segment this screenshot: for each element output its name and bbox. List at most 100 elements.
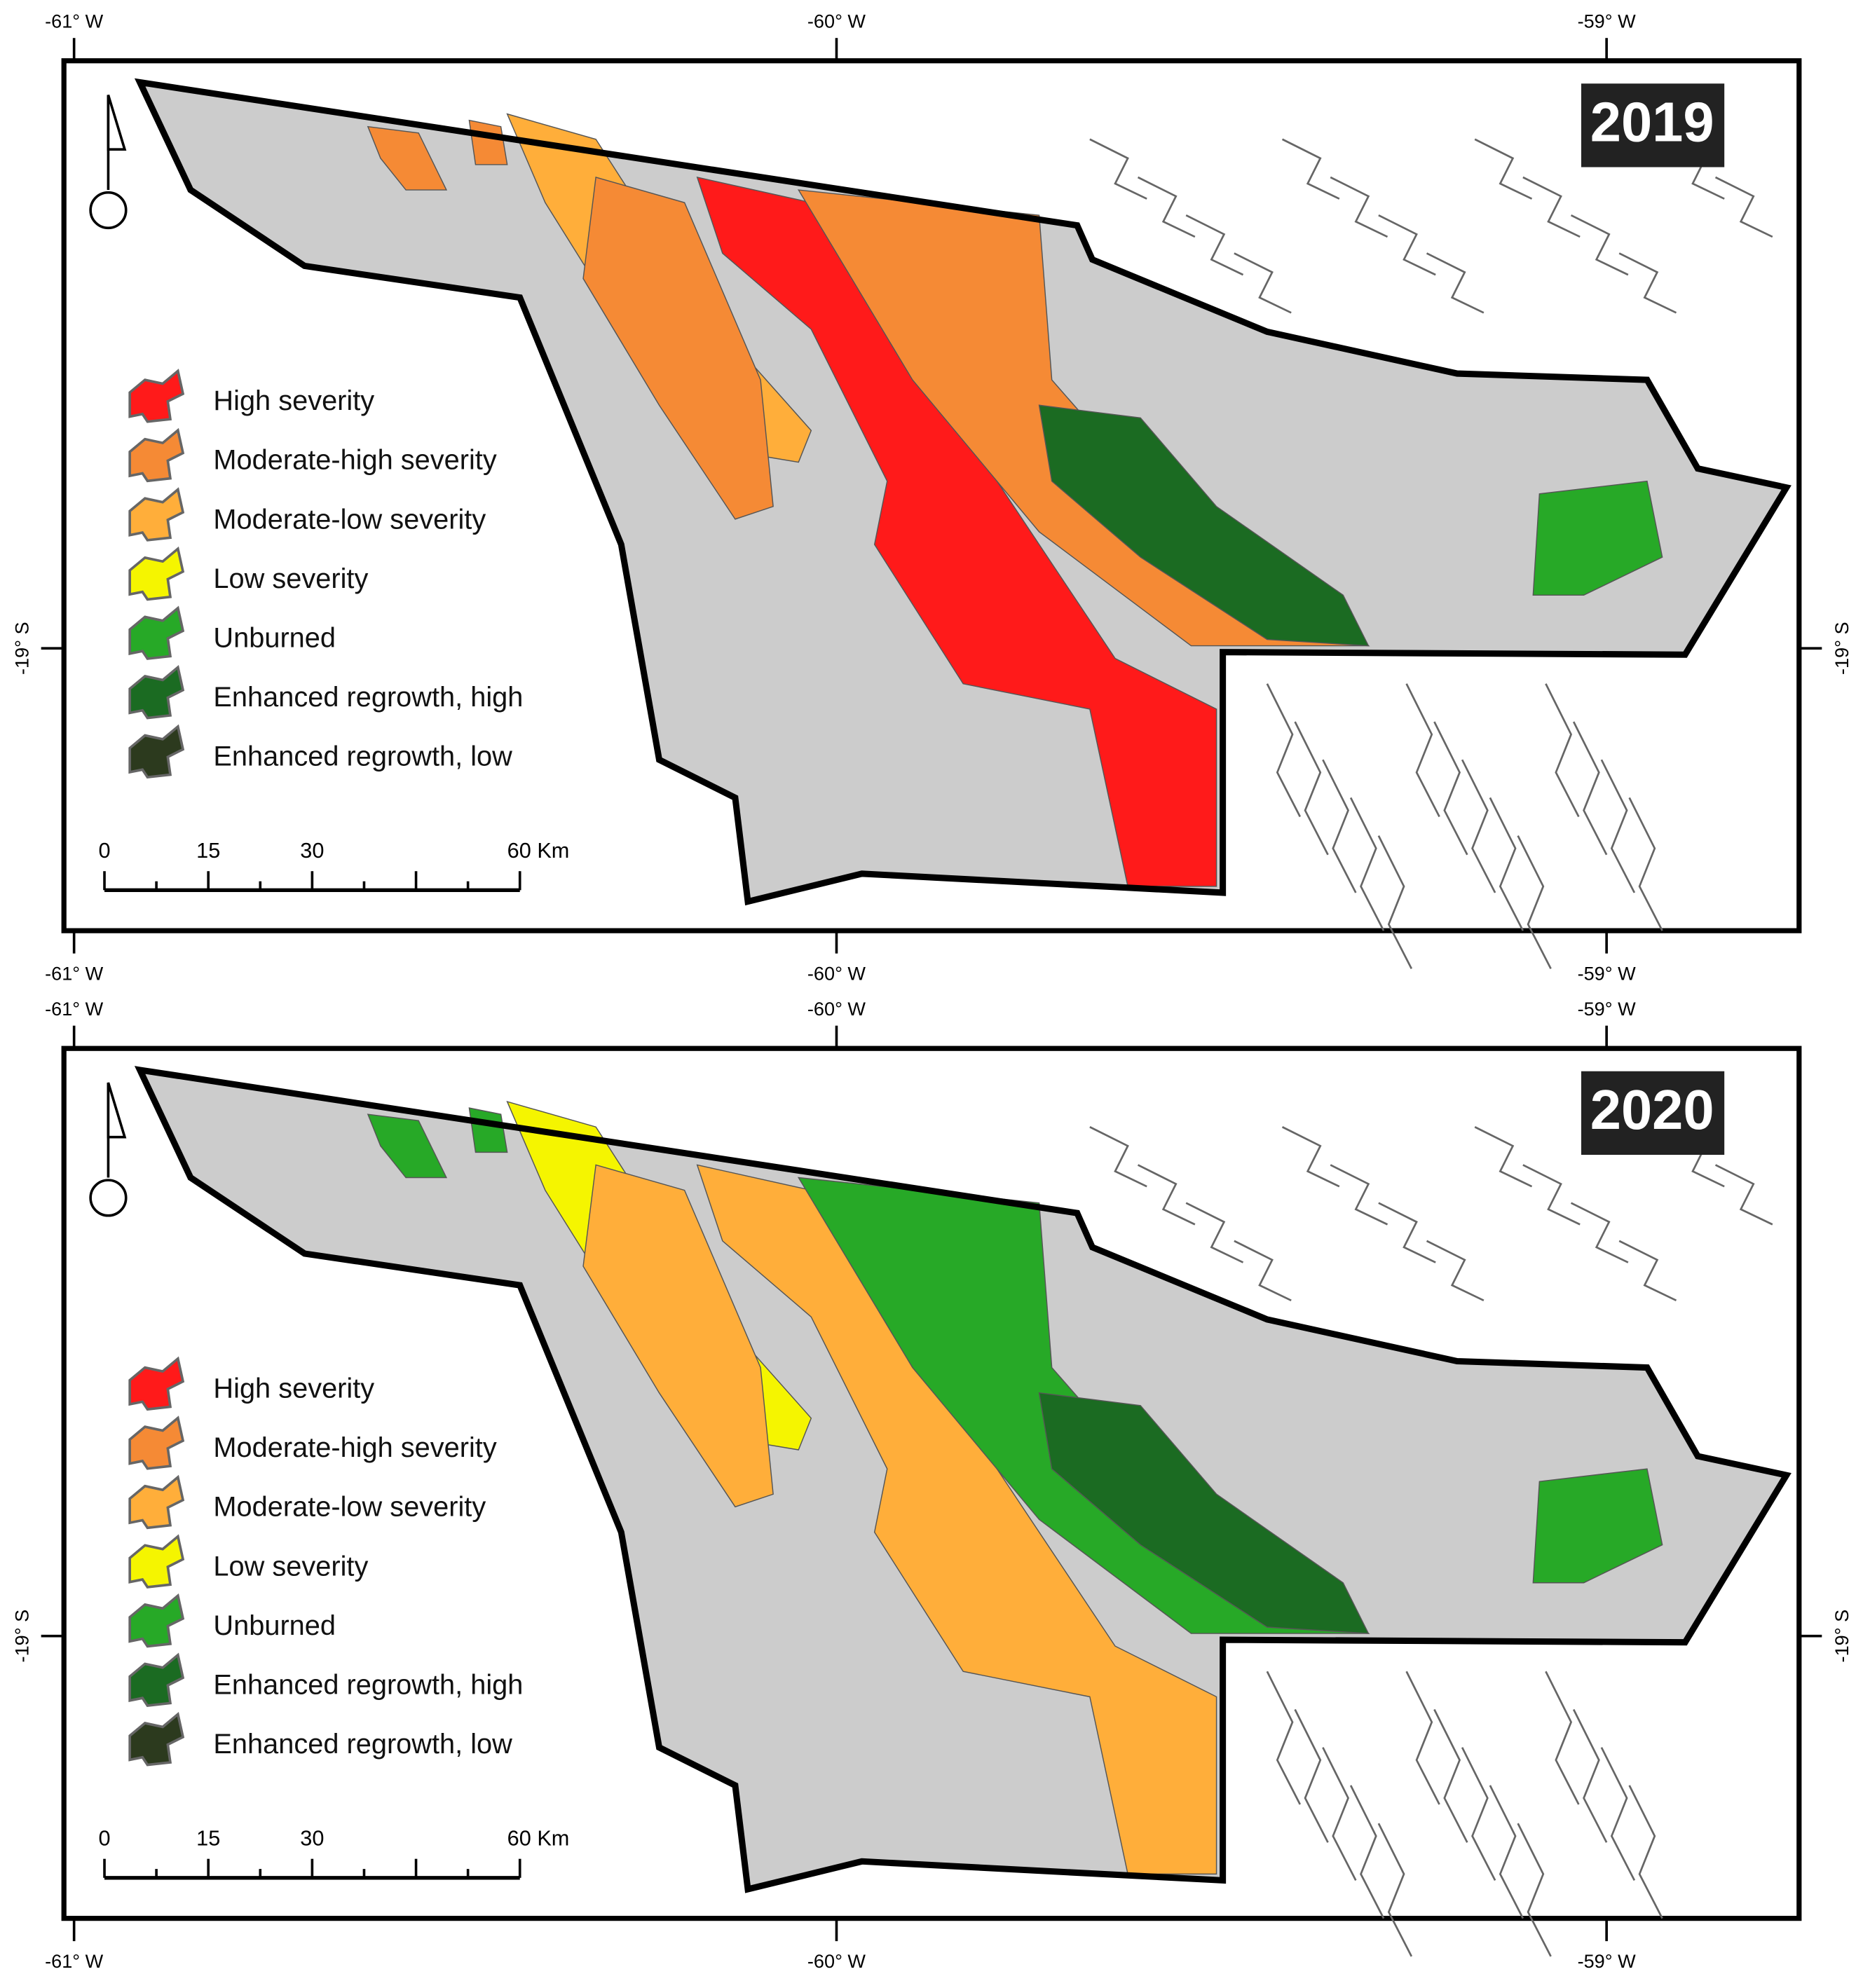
scale-label: 60 Km bbox=[507, 838, 570, 863]
lon-label: -60° W bbox=[807, 11, 866, 32]
river-outline bbox=[1294, 721, 1329, 856]
river-outline bbox=[1714, 176, 1773, 238]
river-outline bbox=[1489, 797, 1524, 931]
river-outline bbox=[1349, 797, 1385, 931]
legend-swatch bbox=[128, 605, 185, 660]
lon-label: -59° W bbox=[1578, 963, 1637, 985]
river-outline bbox=[1294, 1708, 1329, 1843]
river-outline bbox=[1378, 214, 1436, 276]
lon-label: -59° W bbox=[1578, 998, 1637, 1020]
burn-patch bbox=[582, 177, 774, 520]
river-outline bbox=[1545, 683, 1580, 818]
map-panel: 2019 High severity Moderate-high severity M… bbox=[11, 11, 1853, 985]
river-outline bbox=[1600, 1747, 1636, 1881]
river-outline bbox=[1572, 1708, 1608, 1843]
lon-label: -59° W bbox=[1578, 11, 1637, 32]
legend-swatch bbox=[128, 1474, 185, 1530]
legend-label: Moderate-high severity bbox=[213, 445, 496, 476]
legend-swatch bbox=[128, 1534, 185, 1589]
burn-patch bbox=[582, 1164, 774, 1508]
burn-patch bbox=[367, 125, 448, 191]
river-outline bbox=[1266, 1671, 1302, 1805]
river-outline bbox=[1378, 1202, 1436, 1263]
river-outline bbox=[1600, 759, 1636, 893]
lon-label: -59° W bbox=[1578, 1950, 1637, 1972]
burn-patch bbox=[1038, 1392, 1370, 1634]
river-outline bbox=[1522, 176, 1581, 238]
burn-patch bbox=[367, 1113, 448, 1179]
legend-swatch bbox=[128, 369, 185, 423]
river-outline bbox=[1433, 721, 1468, 856]
burn-patch bbox=[1532, 1468, 1663, 1584]
lon-label: -61° W bbox=[45, 963, 104, 985]
river-outline bbox=[1426, 252, 1485, 314]
lat-label: -19° S bbox=[1831, 622, 1852, 675]
river-outline bbox=[1330, 1164, 1388, 1226]
legend-label: Enhanced regrowth, high bbox=[213, 1669, 523, 1700]
lat-label: -19° S bbox=[1831, 1610, 1852, 1663]
river-outline bbox=[1474, 1126, 1533, 1188]
river-outline bbox=[1322, 759, 1357, 893]
river-outline bbox=[1322, 1747, 1357, 1881]
legend-swatch bbox=[128, 1593, 185, 1648]
scale-label: 15 bbox=[196, 1826, 220, 1851]
river-outline bbox=[1089, 1126, 1147, 1188]
river-outline bbox=[1618, 252, 1677, 314]
river-outline bbox=[1628, 797, 1663, 931]
north-arrow bbox=[107, 1082, 127, 1139]
river-outline bbox=[1266, 683, 1302, 818]
legend-swatch bbox=[128, 427, 185, 483]
river-outline bbox=[1461, 1747, 1496, 1881]
north-arrow bbox=[89, 191, 128, 230]
scale-label: 30 bbox=[300, 838, 324, 863]
river-outline bbox=[1281, 1126, 1340, 1188]
river-outline bbox=[1628, 1785, 1663, 1919]
legend-label: Unburned bbox=[213, 1610, 336, 1641]
river-outline bbox=[1405, 1671, 1440, 1805]
lon-label: -61° W bbox=[45, 1950, 104, 1972]
year-box bbox=[1581, 83, 1725, 167]
river-outline bbox=[1137, 1164, 1196, 1226]
river-outline bbox=[1185, 1202, 1244, 1263]
river-outline bbox=[1330, 176, 1388, 238]
north-arrow bbox=[89, 1179, 128, 1217]
lat-label: -19° S bbox=[11, 1610, 33, 1663]
legend-label: Enhanced regrowth, low bbox=[213, 1729, 512, 1760]
river-outline bbox=[1349, 1785, 1385, 1919]
river-outline bbox=[1461, 759, 1496, 893]
legend-label: Low severity bbox=[213, 1551, 368, 1582]
river-outline bbox=[1137, 176, 1196, 238]
scale-label: 15 bbox=[196, 838, 220, 863]
lon-label: -61° W bbox=[45, 11, 104, 32]
river-outline bbox=[1089, 138, 1147, 200]
river-outline bbox=[1522, 1164, 1581, 1226]
burn-patch bbox=[1038, 404, 1370, 647]
river-outline bbox=[1185, 214, 1244, 276]
study-area-border bbox=[134, 78, 1792, 906]
river-outline bbox=[1572, 721, 1608, 856]
river-outline bbox=[1474, 138, 1533, 200]
river-outline bbox=[1234, 252, 1292, 314]
lon-label: -60° W bbox=[807, 1950, 866, 1972]
river-outline bbox=[1489, 1785, 1524, 1919]
legend-swatch bbox=[128, 1712, 185, 1767]
legend-swatch bbox=[128, 1652, 185, 1707]
lon-label: -60° W bbox=[807, 998, 866, 1020]
scale-label: 0 bbox=[98, 838, 110, 863]
year-label: 2020 bbox=[1590, 1078, 1714, 1141]
river-outline bbox=[1433, 1708, 1468, 1843]
legend-swatch bbox=[128, 665, 185, 720]
lon-label: -60° W bbox=[807, 963, 866, 985]
lon-label: -61° W bbox=[45, 998, 104, 1020]
river-outline bbox=[1517, 835, 1552, 969]
legend-swatch bbox=[128, 1356, 185, 1411]
legend-swatch bbox=[128, 1415, 185, 1470]
river-outline bbox=[1234, 1240, 1292, 1302]
year-label: 2019 bbox=[1590, 91, 1714, 153]
legend-label: High severity bbox=[213, 1373, 374, 1404]
scale-label: 30 bbox=[300, 1826, 324, 1851]
river-outline bbox=[1281, 138, 1340, 200]
river-outline bbox=[1714, 1164, 1773, 1226]
legend-label: Enhanced regrowth, low bbox=[213, 741, 512, 772]
